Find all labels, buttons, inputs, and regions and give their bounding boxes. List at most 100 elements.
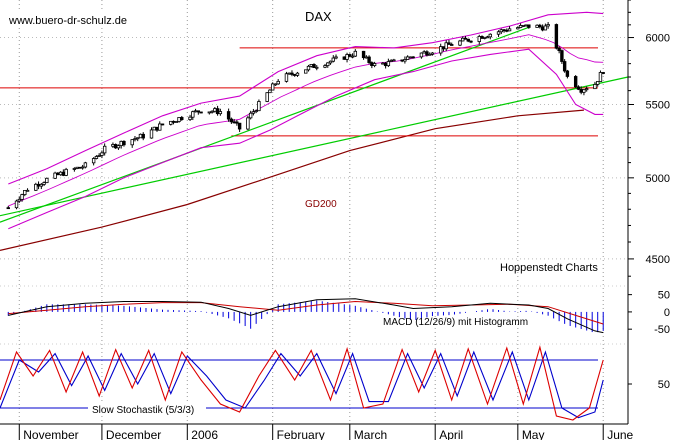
price-candle [554, 24, 559, 49]
price-candle [527, 24, 531, 28]
price-candle [136, 137, 140, 140]
price-candle [169, 120, 173, 125]
price-candle [56, 172, 60, 176]
price-candle [370, 62, 374, 66]
price-candle [273, 83, 278, 86]
price-candle [270, 83, 275, 91]
price-candle [306, 65, 311, 71]
price-candle [367, 56, 371, 63]
price-candle [422, 51, 426, 54]
price-candle [229, 118, 234, 123]
price-candle [6, 207, 10, 210]
price-candle [386, 61, 391, 67]
price-candle [199, 111, 203, 114]
stochastic-panel [0, 345, 604, 421]
price-candle [158, 123, 162, 131]
price-candle [323, 65, 327, 68]
grid [0, 0, 628, 424]
price-candle [584, 88, 589, 91]
price-candle [505, 29, 509, 32]
price-candle [562, 61, 567, 72]
price-candle [524, 24, 528, 27]
watermark-box [6, 12, 136, 28]
price-candle [78, 166, 82, 169]
price-candle [450, 44, 454, 46]
price-candle [496, 31, 501, 35]
price-candle [601, 72, 605, 74]
price-candle [226, 111, 231, 120]
price-candle [80, 166, 85, 169]
price-candle [251, 111, 256, 114]
price-candle [237, 122, 242, 130]
price-candle [42, 182, 46, 185]
price-candle [97, 155, 101, 157]
price-candle [113, 144, 118, 149]
macd-tick-label: 50 [658, 290, 670, 302]
price-candle [83, 162, 88, 168]
price-candle [94, 156, 99, 159]
price-candle [20, 194, 24, 200]
price-candle [469, 40, 473, 43]
price-candle [444, 42, 448, 50]
price-candle [284, 73, 289, 82]
price-panel [0, 11, 629, 251]
price-candle [293, 74, 297, 76]
price-candle [160, 123, 165, 126]
price-candle [582, 89, 586, 93]
price-candle [430, 52, 435, 55]
source-label: Hoppenstedt Charts [500, 262, 598, 274]
stochastic-d-line [0, 350, 604, 419]
price-candle [215, 108, 220, 115]
price-candle [326, 62, 330, 66]
price-candle [64, 168, 68, 176]
price-candle [389, 60, 393, 62]
price-candle [463, 37, 468, 40]
price-candle [565, 70, 570, 77]
month-label: November [23, 428, 78, 440]
price-candle [540, 26, 545, 31]
price-candle [23, 189, 27, 196]
price-candle [383, 62, 388, 67]
price-candle [39, 183, 44, 187]
watermark: www.buero-dr-schulz.de [8, 15, 127, 27]
price-candle [419, 52, 424, 58]
price-candle [265, 92, 269, 102]
price-candle [425, 51, 429, 56]
price-candle [427, 53, 432, 56]
price-candle [58, 171, 63, 176]
price-candle [342, 56, 346, 60]
price-candle [235, 121, 239, 124]
price-candle [102, 145, 107, 154]
price-candle [353, 50, 358, 57]
price-candle [91, 158, 96, 164]
price-candle [334, 56, 338, 59]
price-candle [538, 24, 542, 28]
trendline [0, 26, 530, 223]
price-candle [196, 110, 201, 113]
price-candle [488, 33, 492, 38]
price-candle [210, 110, 214, 113]
price-candle [546, 24, 550, 27]
price-candle [155, 126, 159, 131]
price-candle [246, 117, 250, 130]
stochastic-label-box [88, 402, 206, 415]
price-tick-label: 5500 [646, 99, 670, 111]
labels: www.buero-dr-schulz.de DAX Hoppenstedt C… [6, 9, 598, 416]
macd-panel [7, 298, 604, 334]
price-candle [381, 62, 385, 65]
month-label: 2006 [191, 428, 218, 440]
macd-tick-label: 0 [664, 307, 670, 319]
price-candle [518, 25, 523, 28]
price-candle [403, 59, 407, 62]
month-label: December [106, 428, 161, 440]
price-candle [254, 110, 258, 113]
price-candle [447, 42, 451, 45]
price-candle [439, 46, 443, 54]
price-candle [45, 177, 49, 184]
price-candle [573, 76, 578, 88]
price-candle [141, 133, 145, 139]
price-candle [17, 198, 21, 202]
price-candle [180, 117, 184, 121]
